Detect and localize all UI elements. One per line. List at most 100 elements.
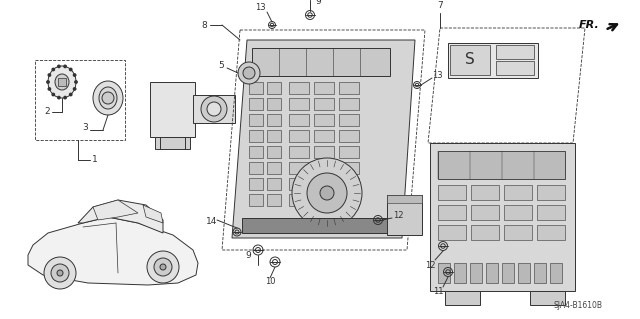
Polygon shape [143, 205, 163, 223]
Ellipse shape [55, 74, 69, 90]
Ellipse shape [93, 81, 123, 115]
Bar [518, 263, 530, 283]
Text: 7: 7 [437, 2, 443, 11]
Text: 11: 11 [433, 287, 444, 296]
Polygon shape [28, 217, 198, 285]
Polygon shape [232, 40, 415, 238]
Circle shape [320, 186, 334, 200]
Bar [471, 205, 499, 220]
Circle shape [243, 67, 255, 79]
Circle shape [58, 96, 60, 99]
Bar [537, 205, 565, 220]
Text: 13: 13 [255, 4, 266, 12]
Bar [339, 114, 359, 126]
Circle shape [201, 96, 227, 122]
Bar [339, 194, 359, 206]
Bar [470, 263, 482, 283]
Bar [314, 114, 334, 126]
Bar [504, 225, 532, 240]
Bar [530, 291, 565, 305]
Bar [267, 178, 281, 190]
Circle shape [102, 92, 114, 104]
Bar [339, 146, 359, 158]
Bar [387, 195, 422, 235]
Bar [314, 162, 334, 174]
Bar [267, 194, 281, 206]
Circle shape [154, 258, 172, 276]
Text: 5: 5 [218, 61, 224, 70]
Text: 3: 3 [82, 123, 88, 132]
Circle shape [51, 264, 69, 282]
Bar [58, 78, 66, 86]
Bar [314, 98, 334, 110]
Bar [471, 185, 499, 200]
Bar [438, 185, 466, 200]
Bar [502, 263, 514, 283]
Bar [150, 82, 195, 137]
Bar [242, 218, 395, 233]
Ellipse shape [99, 87, 117, 109]
Bar [496, 61, 534, 75]
Bar [314, 146, 334, 158]
Bar [339, 162, 359, 174]
Bar [249, 178, 263, 190]
Text: 12: 12 [425, 261, 435, 270]
Bar [267, 146, 281, 158]
Bar [454, 263, 466, 283]
Bar [249, 146, 263, 158]
Bar [267, 98, 281, 110]
Text: 8: 8 [201, 20, 207, 29]
Circle shape [238, 62, 260, 84]
Circle shape [52, 68, 54, 71]
Bar [387, 195, 422, 203]
Circle shape [44, 257, 76, 289]
Bar [537, 225, 565, 240]
Bar [550, 263, 562, 283]
Bar [155, 137, 190, 149]
Bar [289, 162, 309, 174]
Bar [249, 114, 263, 126]
Bar [314, 178, 334, 190]
Circle shape [75, 81, 77, 83]
Circle shape [74, 74, 76, 76]
Circle shape [64, 65, 67, 68]
Text: 9: 9 [245, 250, 251, 259]
Bar [249, 194, 263, 206]
Circle shape [52, 93, 54, 96]
Bar [504, 185, 532, 200]
Ellipse shape [48, 66, 76, 98]
Text: 9: 9 [315, 0, 321, 6]
Circle shape [74, 88, 76, 90]
Bar [249, 82, 263, 94]
Text: 10: 10 [265, 278, 275, 286]
Bar [193, 95, 235, 123]
Circle shape [70, 93, 72, 96]
Bar [339, 98, 359, 110]
Bar [448, 43, 538, 78]
Bar [430, 143, 575, 291]
Circle shape [307, 173, 347, 213]
Bar [249, 98, 263, 110]
Bar [471, 225, 499, 240]
Bar [450, 45, 490, 75]
Text: S: S [465, 53, 475, 68]
Text: 2: 2 [44, 108, 50, 116]
Bar [249, 130, 263, 142]
Bar [252, 48, 390, 76]
Circle shape [70, 68, 72, 71]
Bar [35, 60, 125, 140]
Bar [438, 225, 466, 240]
Circle shape [47, 81, 49, 83]
Text: FR.: FR. [579, 20, 600, 30]
Bar [534, 263, 546, 283]
Circle shape [48, 88, 51, 90]
Text: 13: 13 [432, 70, 442, 79]
Bar [289, 194, 309, 206]
Bar [438, 205, 466, 220]
Bar [486, 263, 498, 283]
Bar [339, 82, 359, 94]
Circle shape [48, 74, 51, 76]
Bar [314, 194, 334, 206]
Bar [289, 82, 309, 94]
Text: SJA4-B1610B: SJA4-B1610B [554, 300, 602, 309]
